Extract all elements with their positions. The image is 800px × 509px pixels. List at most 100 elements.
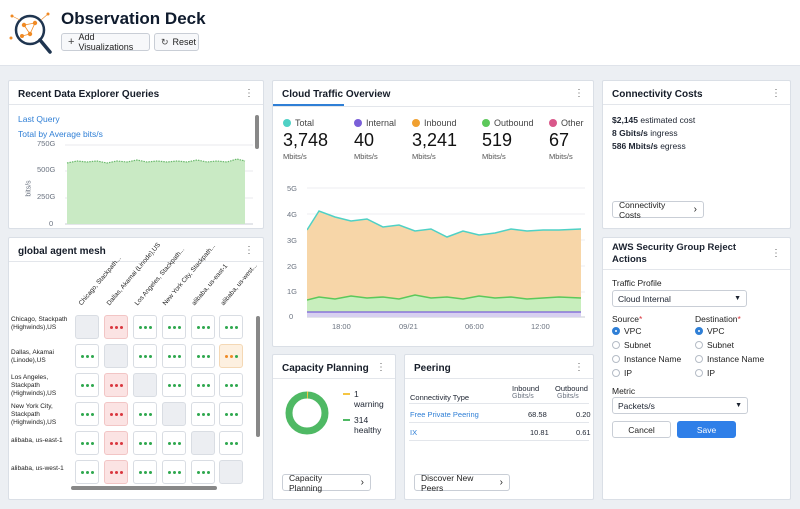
- cost-value: $2,145: [612, 115, 638, 125]
- capacity-planning-button[interactable]: Capacity Planning ›: [282, 472, 371, 493]
- mesh-cell[interactable]: [104, 402, 128, 426]
- source-option-instance-name[interactable]: Instance Name: [612, 352, 681, 366]
- mesh-cell[interactable]: [104, 373, 128, 397]
- mesh-cell[interactable]: [133, 460, 157, 484]
- discover-new-peers-button[interactable]: Discover New Peers ›: [414, 473, 510, 493]
- mesh-vertical-scrollbar[interactable]: [256, 316, 260, 437]
- source-option-ip[interactable]: IP: [612, 366, 681, 380]
- status-dot-icon: [138, 325, 142, 329]
- peering-row-0-type[interactable]: Free Private Peering: [410, 410, 479, 419]
- status-dot-icon: [224, 441, 228, 445]
- mesh-cell[interactable]: [162, 431, 186, 455]
- mesh-cell[interactable]: [75, 315, 99, 339]
- cancel-button[interactable]: Cancel: [612, 421, 671, 438]
- reset-button[interactable]: ↻ Reset: [154, 33, 199, 51]
- mesh-cell[interactable]: [162, 315, 186, 339]
- source-option-subnet[interactable]: Subnet: [612, 338, 681, 352]
- mesh-cell[interactable]: [75, 373, 99, 397]
- mesh-cell[interactable]: [219, 373, 243, 397]
- stat-other[interactable]: Other 67 Mbits/s: [549, 118, 584, 161]
- status-dot-icon: [90, 441, 94, 445]
- stat-total[interactable]: Total 3,748 Mbits/s: [283, 118, 328, 161]
- source-option-vpc[interactable]: VPC: [612, 324, 681, 338]
- destination-option-ip[interactable]: IP: [695, 366, 764, 380]
- status-dot-icon: [119, 441, 123, 445]
- connectivity-costs-menu-icon[interactable]: ⋮: [771, 88, 781, 99]
- destination-option-instance-name[interactable]: Instance Name: [695, 352, 764, 366]
- metric-select[interactable]: Packets/s ▼: [612, 397, 748, 414]
- status-dot-icon: [85, 383, 89, 387]
- mesh-cell[interactable]: [162, 402, 186, 426]
- mesh-cell[interactable]: [191, 315, 215, 339]
- mesh-cell[interactable]: [104, 315, 128, 339]
- queries-scrollbar[interactable]: [255, 115, 259, 149]
- recent-queries-menu-icon[interactable]: ⋮: [244, 88, 254, 99]
- mesh-cell[interactable]: [191, 431, 215, 455]
- radio-selected-icon: [612, 327, 620, 335]
- connectivity-costs-button[interactable]: Connectivity Costs ›: [612, 200, 704, 220]
- peering-title: Peering: [414, 363, 451, 374]
- total-dot-icon: [283, 119, 291, 127]
- traffic-profile-select[interactable]: Cloud Internal ▼: [612, 290, 747, 307]
- agent-mesh-menu-icon[interactable]: ⋮: [244, 245, 254, 256]
- peering-row-1-type[interactable]: IX: [410, 428, 418, 437]
- mesh-cell[interactable]: [133, 344, 157, 368]
- mesh-cell[interactable]: [191, 373, 215, 397]
- mesh-cell[interactable]: [75, 460, 99, 484]
- mesh-cell[interactable]: [219, 315, 243, 339]
- stat-inbound[interactable]: Inbound 3,241 Mbits/s: [412, 118, 457, 161]
- inbound-dot-icon: [412, 119, 420, 127]
- mesh-cell[interactable]: [219, 402, 243, 426]
- mesh-cell[interactable]: [133, 402, 157, 426]
- capacity-planning-menu-icon[interactable]: ⋮: [376, 362, 386, 373]
- mesh-cell[interactable]: [133, 315, 157, 339]
- mesh-cell[interactable]: [162, 344, 186, 368]
- mesh-cell[interactable]: [75, 431, 99, 455]
- status-dot-icon: [172, 441, 176, 445]
- save-button[interactable]: Save: [677, 421, 736, 438]
- radio-icon: [695, 369, 703, 377]
- last-query-label[interactable]: Last Query: [18, 114, 60, 124]
- y-tick-250: 250G: [37, 192, 56, 201]
- destination-label: Destination*: [695, 314, 741, 324]
- cloud-traffic-menu-icon[interactable]: ⋮: [574, 88, 584, 99]
- mesh-cell[interactable]: [75, 402, 99, 426]
- destination-option-vpc[interactable]: VPC: [695, 324, 764, 338]
- stat-inbound-label: Inbound: [424, 118, 457, 128]
- y-tick-500: 500G: [37, 165, 56, 174]
- peering-row-1-out: 0.61: [576, 428, 591, 437]
- source-option-subnet-label: Subnet: [624, 340, 651, 350]
- mesh-cell[interactable]: [219, 460, 243, 484]
- peering-menu-icon[interactable]: ⋮: [574, 362, 584, 373]
- warning-legend: 1 warning: [343, 389, 384, 409]
- mesh-horizontal-scrollbar[interactable]: [71, 486, 217, 490]
- mesh-cell[interactable]: [104, 344, 128, 368]
- status-dot-icon: [114, 325, 118, 329]
- mesh-cell[interactable]: [104, 460, 128, 484]
- chevron-right-icon: ›: [360, 477, 364, 488]
- mesh-cell[interactable]: [133, 431, 157, 455]
- aws-menu-icon[interactable]: ⋮: [771, 248, 781, 259]
- add-visualizations-button[interactable]: + Add Visualizations: [61, 32, 150, 52]
- mesh-cell[interactable]: [219, 344, 243, 368]
- status-dot-icon: [229, 325, 233, 329]
- mesh-cell[interactable]: [191, 344, 215, 368]
- status-dot-icon: [167, 383, 171, 387]
- mesh-cell[interactable]: [162, 460, 186, 484]
- caret-down-icon: ▼: [734, 295, 741, 302]
- stat-outbound[interactable]: Outbound 519 Mbits/s: [482, 118, 534, 161]
- stat-inbound-value: 3,241: [412, 130, 458, 150]
- mesh-cell[interactable]: [191, 460, 215, 484]
- mesh-cell[interactable]: [75, 344, 99, 368]
- mesh-cell[interactable]: [162, 373, 186, 397]
- capacity-planning-button-label: Capacity Planning: [289, 472, 323, 493]
- last-query-subtitle[interactable]: Total by Average bits/s: [18, 129, 103, 139]
- stat-internal[interactable]: Internal 40 Mbits/s: [354, 118, 396, 161]
- stat-internal-value: 40: [354, 130, 375, 150]
- plus-icon: +: [68, 36, 75, 48]
- mesh-cell[interactable]: [133, 373, 157, 397]
- destination-option-subnet[interactable]: Subnet: [695, 338, 764, 352]
- mesh-cell[interactable]: [191, 402, 215, 426]
- mesh-cell[interactable]: [104, 431, 128, 455]
- mesh-cell[interactable]: [219, 431, 243, 455]
